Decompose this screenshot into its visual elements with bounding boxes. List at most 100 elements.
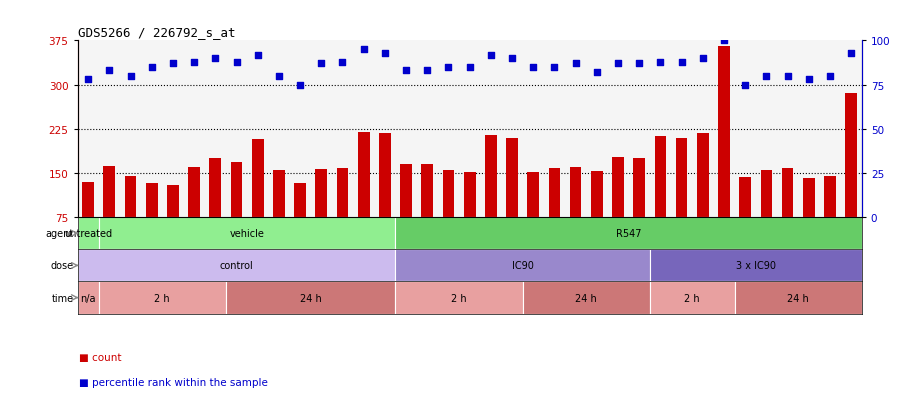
Bar [379,133,390,218]
Point [673,59,688,66]
Bar [77,250,395,282]
Point [292,82,307,89]
Point [251,52,265,59]
Point [801,77,815,83]
Bar [802,178,814,218]
Point [420,68,435,75]
Point [271,73,286,80]
Point [144,64,159,71]
Text: 2 h: 2 h [154,293,170,303]
Text: vehicle: vehicle [230,229,264,239]
Bar [82,183,94,218]
Bar [146,183,158,218]
Point [758,73,773,80]
Point [166,61,180,68]
Bar [650,282,734,314]
Point [843,50,857,57]
Text: agent: agent [46,229,74,239]
Point [102,68,117,75]
Point [652,59,667,66]
Bar [395,250,650,282]
Point [547,64,561,71]
Point [568,61,582,68]
Point [208,56,222,62]
Bar [464,172,475,218]
Point [526,64,540,71]
Text: ■ percentile rank within the sample: ■ percentile rank within the sample [79,377,268,387]
Bar [654,137,666,218]
Point [398,68,413,75]
Text: dose: dose [50,261,74,271]
Point [780,73,794,80]
Text: time: time [51,293,74,303]
Point [335,59,350,66]
Text: R547: R547 [615,229,640,239]
Point [313,61,328,68]
Bar [77,282,98,314]
Text: 24 h: 24 h [300,293,322,303]
Bar [633,159,644,218]
Bar [569,168,581,218]
Bar [336,169,348,218]
Bar [77,218,98,250]
Text: 24 h: 24 h [786,293,808,303]
Bar [442,171,454,218]
Bar [718,47,729,218]
Point [716,38,731,45]
Bar [315,169,327,218]
Bar [395,218,861,250]
Bar [395,282,522,314]
Bar [294,183,305,218]
Text: n/a: n/a [80,293,96,303]
Point [631,61,646,68]
Text: control: control [220,261,253,271]
Text: 3 x IC90: 3 x IC90 [735,261,775,271]
Bar [251,140,263,218]
Text: ■ count: ■ count [79,352,122,362]
Bar [739,178,751,218]
Point [737,82,752,89]
Bar [125,176,137,218]
Point [462,64,476,71]
Bar [400,165,412,218]
Bar [357,133,369,218]
Bar [506,138,517,218]
Bar [781,169,793,218]
Point [822,73,836,80]
Bar [824,176,835,218]
Point [229,59,243,66]
Point [356,47,371,53]
Point [610,61,625,68]
Bar [611,157,623,218]
Bar [98,282,226,314]
Point [504,56,518,62]
Point [187,59,201,66]
Bar [522,282,650,314]
Bar [272,171,284,218]
Bar [188,168,200,218]
Point [123,73,138,80]
Bar [675,138,687,218]
Point [483,52,497,59]
Bar [98,218,395,250]
Bar [548,169,559,218]
Text: 2 h: 2 h [451,293,466,303]
Point [441,64,456,71]
Bar [734,282,861,314]
Point [377,50,392,57]
Bar [650,250,861,282]
Bar [485,135,496,218]
Bar [696,133,708,218]
Point [695,56,710,62]
Bar [590,172,602,218]
Bar [226,282,395,314]
Point [589,70,603,76]
Bar [421,165,433,218]
Bar [103,166,115,218]
Point [81,77,96,83]
Bar [167,185,179,218]
Bar [760,171,772,218]
Text: untreated: untreated [64,229,112,239]
Bar [527,172,538,218]
Bar [230,163,242,218]
